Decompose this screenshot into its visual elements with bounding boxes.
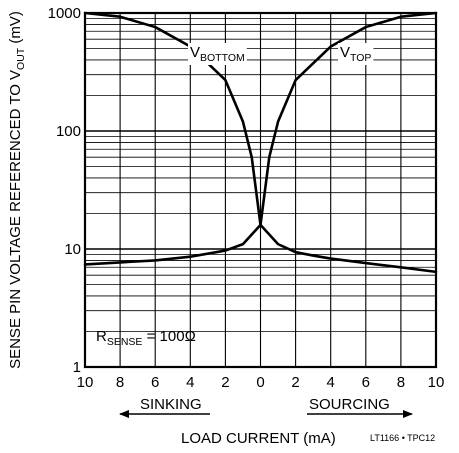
x-axis-title: LOAD CURRENT (mA) <box>181 430 336 447</box>
grid-lines <box>84 12 437 368</box>
sinking-label: SINKING <box>140 396 202 413</box>
vbottom-sub: BOTTOM <box>200 52 245 64</box>
series-line-2 <box>259 11 438 227</box>
y-axis-title: SENSE PIN VOLTAGE REFERENCED TO VOUT (mV… <box>7 11 27 369</box>
series-line-vtop <box>83 223 438 274</box>
x-tick-label: 4 <box>186 374 194 391</box>
y-tick-label: 100 <box>56 123 81 140</box>
x-tick-label: 10 <box>77 374 94 391</box>
sourcing-label: SOURCING <box>309 396 390 413</box>
vtop-sub: TOP <box>350 52 371 64</box>
y-tick-label: 1 <box>73 359 81 376</box>
x-tick-label: 10 <box>428 374 445 391</box>
x-tick-label: 2 <box>221 374 229 391</box>
x-tick-label: 0 <box>256 374 264 391</box>
plot-frame <box>83 11 438 369</box>
x-tick-label: 6 <box>151 374 159 391</box>
rsense-rest: = 100Ω <box>142 328 195 345</box>
figure-code: LT1166 • TPC12 <box>370 433 435 443</box>
series-label-vbottom-background <box>188 43 247 65</box>
x-tick-label: 4 <box>327 374 335 391</box>
y-axis-title-unit: (mV) <box>7 11 24 48</box>
x-tick-label: 8 <box>397 374 405 391</box>
rsense-annotation: RSENSE = 100Ω <box>96 328 196 348</box>
x-tick-label: 8 <box>116 374 124 391</box>
y-axis-title-sub: OUT <box>15 47 27 70</box>
x-tick-label: 2 <box>291 374 299 391</box>
series-label-vbottom: VBOTTOM <box>190 44 245 64</box>
series-label-vtop: VTOP <box>340 44 371 64</box>
vbottom-main: V <box>190 44 200 61</box>
y-axis-title-main: SENSE PIN VOLTAGE REFERENCED TO V <box>7 70 24 369</box>
rsense-sub: SENSE <box>107 336 143 348</box>
y-tick-label: 1000 <box>48 5 81 22</box>
y-tick-label: 10 <box>64 241 81 258</box>
rsense-main: R <box>96 328 107 345</box>
vtop-main: V <box>340 44 350 61</box>
x-tick-label: 6 <box>362 374 370 391</box>
series-label-vtop-background <box>338 43 374 65</box>
